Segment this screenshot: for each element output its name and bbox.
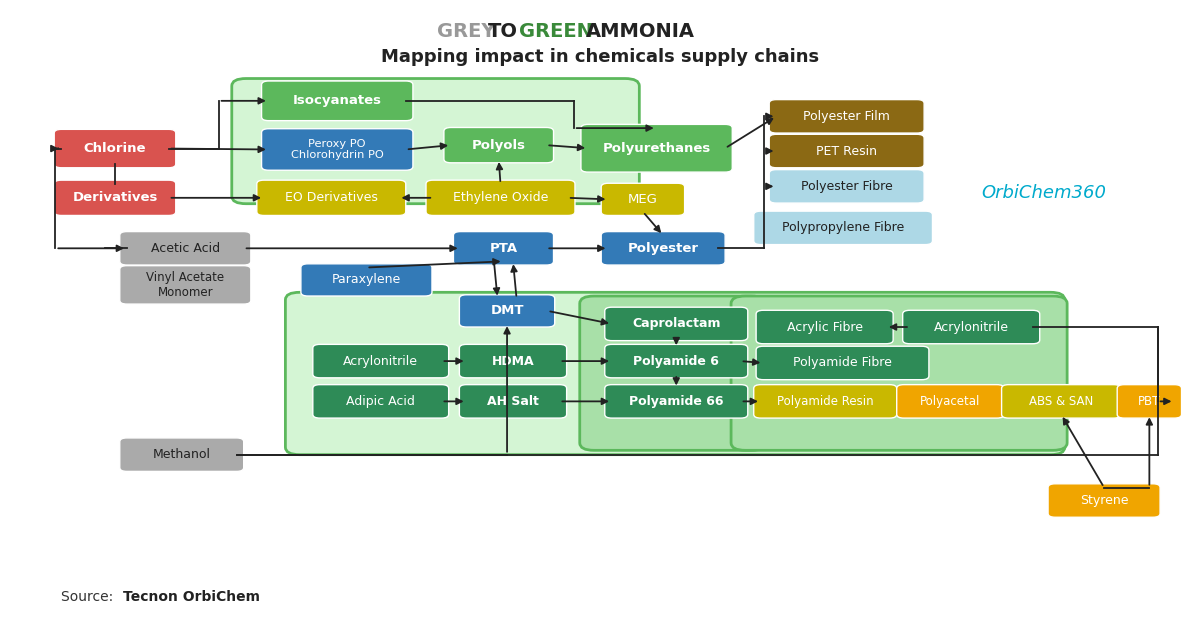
FancyBboxPatch shape bbox=[754, 211, 932, 244]
Text: Polyamide 66: Polyamide 66 bbox=[629, 395, 724, 408]
FancyBboxPatch shape bbox=[444, 127, 553, 163]
FancyBboxPatch shape bbox=[257, 180, 406, 215]
FancyBboxPatch shape bbox=[286, 292, 1064, 455]
FancyBboxPatch shape bbox=[232, 78, 640, 203]
FancyBboxPatch shape bbox=[262, 81, 413, 121]
Text: Mapping impact in chemicals supply chains: Mapping impact in chemicals supply chain… bbox=[380, 48, 820, 65]
FancyBboxPatch shape bbox=[460, 344, 566, 378]
FancyBboxPatch shape bbox=[769, 100, 924, 133]
FancyBboxPatch shape bbox=[896, 384, 1004, 418]
Text: HDMA: HDMA bbox=[492, 355, 534, 367]
Text: OrbiChem360: OrbiChem360 bbox=[980, 184, 1106, 202]
FancyBboxPatch shape bbox=[313, 384, 449, 418]
FancyBboxPatch shape bbox=[1048, 484, 1160, 517]
Text: Polyamide 6: Polyamide 6 bbox=[634, 355, 719, 367]
Text: Tecnon OrbiChem: Tecnon OrbiChem bbox=[124, 590, 260, 604]
Text: Styrene: Styrene bbox=[1080, 494, 1128, 507]
Text: Acetic Acid: Acetic Acid bbox=[151, 242, 220, 255]
Text: EO Derivatives: EO Derivatives bbox=[284, 192, 378, 204]
Text: Polyamide Resin: Polyamide Resin bbox=[776, 395, 874, 408]
Text: Polypropylene Fibre: Polypropylene Fibre bbox=[782, 221, 905, 234]
FancyBboxPatch shape bbox=[54, 180, 175, 215]
FancyBboxPatch shape bbox=[601, 232, 725, 265]
Text: Acrylic Fibre: Acrylic Fibre bbox=[787, 320, 863, 333]
FancyBboxPatch shape bbox=[1117, 384, 1182, 418]
FancyBboxPatch shape bbox=[754, 384, 896, 418]
Text: Polyamide Fibre: Polyamide Fibre bbox=[793, 357, 892, 369]
FancyBboxPatch shape bbox=[601, 183, 685, 215]
Text: PBT: PBT bbox=[1138, 395, 1160, 408]
Text: GREY: GREY bbox=[437, 21, 496, 41]
Text: Vinyl Acetate
Monomer: Vinyl Acetate Monomer bbox=[146, 271, 224, 299]
FancyBboxPatch shape bbox=[756, 346, 929, 380]
Text: Polyester Film: Polyester Film bbox=[803, 110, 890, 123]
Text: Polyacetal: Polyacetal bbox=[920, 395, 980, 408]
FancyBboxPatch shape bbox=[54, 129, 175, 168]
Text: TO: TO bbox=[488, 21, 518, 41]
FancyBboxPatch shape bbox=[120, 232, 251, 265]
Text: Polyols: Polyols bbox=[472, 139, 526, 151]
FancyBboxPatch shape bbox=[769, 134, 924, 168]
FancyBboxPatch shape bbox=[581, 124, 732, 172]
Text: AH Salt: AH Salt bbox=[487, 395, 539, 408]
Text: Acrylonitrile: Acrylonitrile bbox=[934, 320, 1009, 333]
FancyBboxPatch shape bbox=[605, 344, 748, 378]
FancyBboxPatch shape bbox=[460, 295, 554, 327]
FancyBboxPatch shape bbox=[454, 232, 553, 265]
Text: ABS & SAN: ABS & SAN bbox=[1030, 395, 1093, 408]
FancyBboxPatch shape bbox=[605, 307, 748, 340]
Text: Ethylene Oxide: Ethylene Oxide bbox=[452, 192, 548, 204]
Text: PET Resin: PET Resin bbox=[816, 144, 877, 158]
FancyBboxPatch shape bbox=[580, 296, 766, 450]
FancyBboxPatch shape bbox=[313, 344, 449, 378]
Text: DMT: DMT bbox=[491, 305, 523, 317]
Text: Polyester Fibre: Polyester Fibre bbox=[800, 180, 893, 193]
Text: Chlorine: Chlorine bbox=[84, 142, 146, 155]
FancyBboxPatch shape bbox=[769, 170, 924, 203]
Text: Polyurethanes: Polyurethanes bbox=[602, 142, 710, 154]
FancyBboxPatch shape bbox=[1002, 384, 1121, 418]
Text: Acrylonitrile: Acrylonitrile bbox=[343, 355, 419, 367]
Text: Isocyanates: Isocyanates bbox=[293, 94, 382, 107]
Text: Methanol: Methanol bbox=[152, 448, 211, 461]
Text: Source:: Source: bbox=[61, 590, 118, 604]
FancyBboxPatch shape bbox=[460, 384, 566, 418]
Text: Caprolactam: Caprolactam bbox=[632, 317, 720, 330]
Text: Adipic Acid: Adipic Acid bbox=[347, 395, 415, 408]
FancyBboxPatch shape bbox=[756, 310, 893, 344]
FancyBboxPatch shape bbox=[605, 384, 748, 418]
Text: Polyester: Polyester bbox=[628, 242, 698, 255]
FancyBboxPatch shape bbox=[902, 310, 1039, 344]
Text: MEG: MEG bbox=[628, 193, 658, 206]
FancyBboxPatch shape bbox=[426, 180, 575, 215]
Text: AMMONIA: AMMONIA bbox=[586, 21, 695, 41]
FancyBboxPatch shape bbox=[120, 438, 244, 472]
FancyBboxPatch shape bbox=[120, 266, 251, 304]
FancyBboxPatch shape bbox=[262, 129, 413, 170]
FancyBboxPatch shape bbox=[301, 264, 432, 296]
Text: GREEN: GREEN bbox=[518, 21, 593, 41]
Text: Derivatives: Derivatives bbox=[72, 192, 157, 204]
Text: PTA: PTA bbox=[490, 242, 517, 255]
Text: Peroxy PO
Chlorohydrin PO: Peroxy PO Chlorohydrin PO bbox=[290, 139, 384, 160]
Text: Paraxylene: Paraxylene bbox=[332, 273, 401, 286]
FancyBboxPatch shape bbox=[731, 296, 1067, 450]
